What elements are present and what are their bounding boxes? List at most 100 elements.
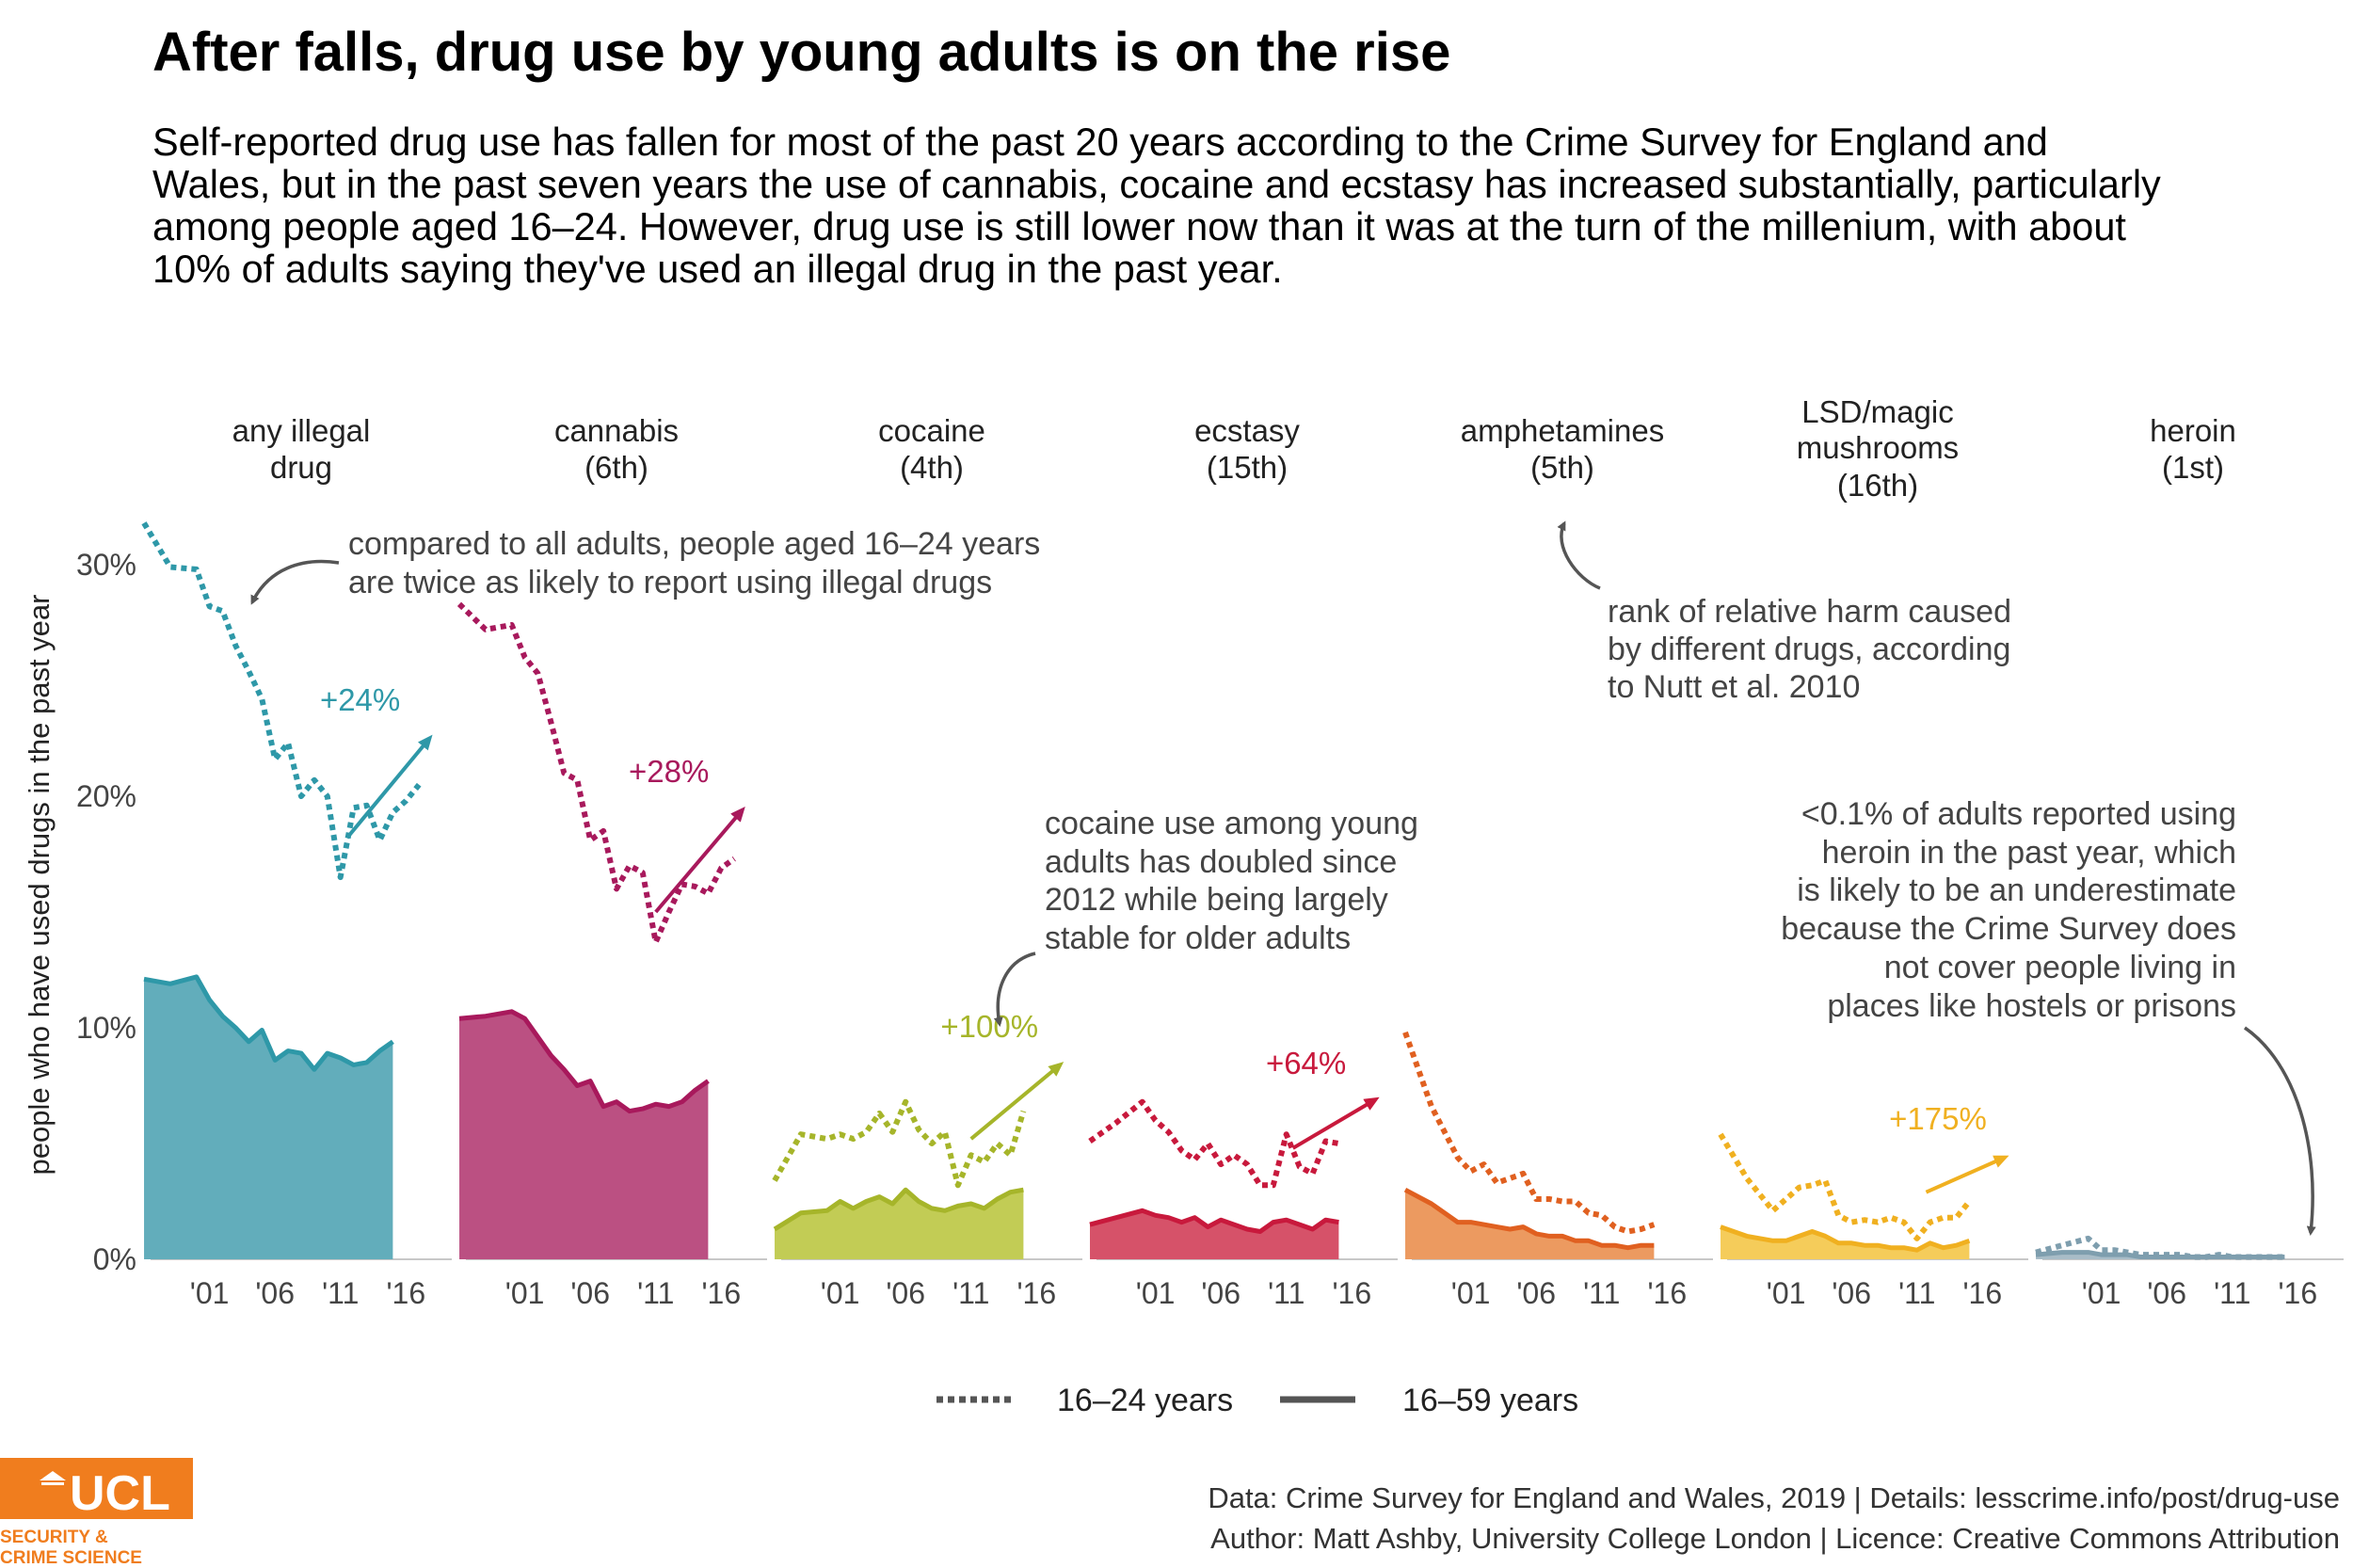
panel-amphetamines: amphetamines(5th) '01 '06 '11 '16 [1402,413,1713,1310]
x-tick-any-illegal-drug-3: '16 [386,1276,425,1310]
annotation-cocaine-line-3: 2012 while being largely [1045,882,1388,918]
trend-arrow-cocaine [969,1062,1064,1141]
panel-label-cocaine-0: cocaine [878,413,985,448]
x-tick-cocaine-1: '06 [886,1276,925,1310]
change-label-cannabis: +28% [629,754,709,789]
x-tick-any-illegal-drug-2: '11 [322,1276,359,1310]
annotation-cocaine: cocaine use among young adults has doubl… [993,806,1418,1027]
ucl-logo-block [0,1458,193,1519]
line-16-24-ecstasy [1088,1098,1339,1189]
x-tick-amphetamines-2: '11 [1583,1276,1620,1310]
annotation-young-vs-all-line-1: compared to all adults, people aged 16–2… [348,526,1040,562]
change-label-any-illegal-drug: +24% [320,682,400,717]
trend-arrow-ecstasy [1291,1096,1380,1150]
panel-label-lsd-magic-mushrooms-1: mushrooms [1797,430,1959,465]
x-tick-cocaine-3: '16 [1016,1276,1056,1310]
line-16-24-cocaine [772,1098,1027,1189]
x-tick-cocaine-2: '11 [952,1276,989,1310]
annotation-harm-rank-line-1: rank of relative harm caused [1608,594,2011,630]
ucl-logo-subline-1: SECURITY & [0,1528,108,1547]
change-label-ecstasy: +64% [1266,1046,1346,1080]
panel-label-any-illegal-drug-0: any illegal [232,413,371,448]
annotation-cocaine-line-2: adults has doubled since [1045,844,1397,880]
annotation-harm-rank-arrow [1557,520,1601,590]
annotation-young-vs-all-arrow [250,559,340,605]
annotation-harm-rank-line-3: to Nutt et al. 2010 [1608,669,1860,705]
x-tick-lsd-magic-mushrooms-0: '01 [1767,1276,1806,1310]
line-16-24-lsd-magic-mushrooms [1718,1132,1972,1241]
x-tick-amphetamines-1: '06 [1516,1276,1556,1310]
annotation-harm-rank: rank of relative harm caused by differen… [1557,520,2011,705]
x-tick-amphetamines-3: '16 [1647,1276,1687,1310]
y-tick-2: 20% [76,779,136,813]
x-tick-cannabis-2: '11 [637,1276,674,1310]
panel-label-heroin-0: heroin [2150,413,2236,448]
x-tick-amphetamines-0: '01 [1451,1276,1491,1310]
annotation-harm-rank-line-2: by different drugs, according [1608,632,2010,667]
line-16-59-amphetamines [1403,1187,1655,1251]
annotation-heroin-line-2: heroin in the past year, which [1822,835,2236,871]
trend-arrow-any-illegal-drug [345,734,433,840]
source-line: Data: Crime Survey for England and Wales… [1208,1481,2340,1514]
panel-label-any-illegal-drug-1: drug [270,450,332,485]
change-label-lsd-magic-mushrooms: +175% [1889,1101,1987,1136]
change-label-cocaine: +100% [940,1009,1038,1044]
x-tick-heroin-1: '06 [2147,1276,2186,1310]
annotation-heroin-line-4: because the Crime Survey does [1781,911,2236,947]
annotation-young-vs-all-line-2: are twice as likely to report using ille… [348,565,992,600]
x-tick-ecstasy-1: '06 [1201,1276,1241,1310]
panel-label-heroin-1: (1st) [2162,450,2224,485]
line-16-24-amphetamines [1402,1031,1656,1235]
line-16-59-lsd-magic-mushrooms [1720,1224,1971,1253]
area-16-59-amphetamines [1405,1190,1655,1259]
trend-arrow-lsd-magic-mushrooms [1925,1155,2009,1194]
x-tick-heroin-3: '16 [2278,1276,2317,1310]
panel-label-cannabis-0: cannabis [554,413,679,448]
x-tick-lsd-magic-mushrooms-3: '16 [1962,1276,2002,1310]
annotation-young-vs-all: compared to all adults, people aged 16–2… [250,526,1040,605]
ucl-portico-icon [40,1471,66,1485]
chart-subtitle: Self-reported drug use has fallen for mo… [152,120,2161,291]
line-16-59-ecstasy [1089,1208,1339,1234]
x-tick-heroin-2: '11 [2214,1276,2250,1310]
line-16-24-cannabis [456,601,736,945]
ucl-logo-subline-2: CRIME SCIENCE [0,1548,142,1568]
y-axis: 0% 10% 20% 30% [76,548,136,1276]
annotation-heroin-line-6: places like hostels or prisons [1827,988,2236,1024]
x-tick-heroin-0: '01 [2082,1276,2121,1310]
panel-label-amphetamines-0: amphetamines [1461,413,1664,448]
x-tick-ecstasy-2: '11 [1268,1276,1305,1310]
annotation-cocaine-line-4: stable for older adults [1045,920,1351,956]
annotation-cocaine-line-1: cocaine use among young [1045,806,1418,841]
y-tick-0: 0% [93,1242,136,1276]
y-axis-title: people who have used drugs in the past y… [23,595,56,1176]
annotation-cocaine-arrow [993,952,1036,1027]
panel-label-cocaine-1: (4th) [900,450,964,485]
x-tick-any-illegal-drug-1: '06 [255,1276,295,1310]
x-tick-cannabis-3: '16 [701,1276,741,1310]
legend-label-all: 16–59 years [1402,1383,1578,1418]
area-16-59-ecstasy [1090,1210,1339,1259]
legend-label-young: 16–24 years [1057,1383,1233,1418]
y-tick-1: 10% [76,1011,136,1045]
author-line: Author: Matt Ashby, University College L… [1210,1522,2340,1555]
panel-label-ecstasy-0: ecstasy [1194,413,1300,448]
line-16-24-any-illegal-drug [141,521,422,881]
annotation-heroin-arrow [2244,1026,2316,1236]
line-16-59-cannabis [458,1009,710,1114]
panel-label-cannabis-1: (6th) [584,450,648,485]
line-16-24-heroin [2035,1235,2285,1260]
area-16-59-any-illegal-drug [144,976,393,1259]
panel-label-lsd-magic-mushrooms-2: (16th) [1837,468,1918,503]
annotation-heroin-line-1: <0.1% of adults reported using [1801,796,2236,832]
panel-cocaine: cocaine(4th) +100% '01 '06 '11 '16 [772,413,1082,1310]
line-16-59-any-illegal-drug [143,974,394,1072]
x-tick-cannabis-1: '06 [570,1276,610,1310]
annotation-heroin-line-5: not cover people living in [1884,950,2236,985]
line-16-59-cocaine [773,1187,1024,1232]
chart-title: After falls, drug use by young adults is… [152,22,1451,83]
panel-label-lsd-magic-mushrooms-0: LSD/magic [1801,394,1953,429]
ucl-logo: UCL SECURITY & CRIME SCIENCE [0,1458,193,1568]
